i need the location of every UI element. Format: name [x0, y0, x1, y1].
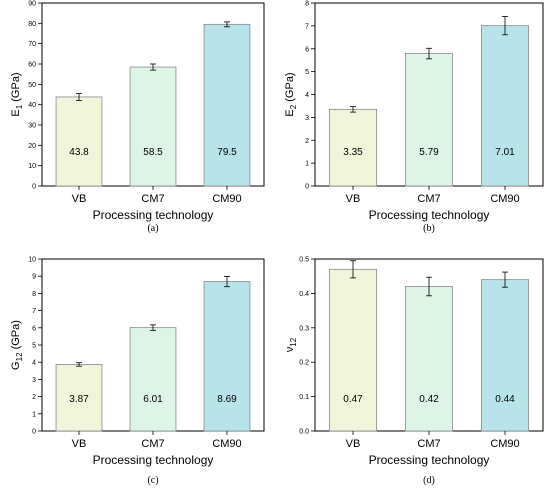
- y-tick-label: 3: [305, 115, 309, 122]
- x-tick-label: VB: [72, 193, 87, 205]
- y-tick-label: 0: [32, 429, 36, 436]
- y-axis-title-unit: (GPa): [10, 320, 22, 352]
- panel-label: (b): [423, 223, 435, 234]
- y-tick-label: 4: [305, 92, 309, 99]
- y-tick-label: 5: [32, 343, 36, 350]
- bar-value-label: 5.79: [419, 147, 439, 158]
- bar-value-label: 43.8: [69, 147, 89, 158]
- y-tick-label: 10: [28, 257, 36, 264]
- x-tick-label: CM90: [212, 438, 241, 450]
- y-tick-label: 40: [28, 102, 36, 109]
- y-axis-title-main: G: [10, 361, 22, 370]
- y-tick-label: 0.4: [299, 291, 309, 298]
- y-tick-label: 2: [305, 138, 309, 145]
- y-tick-label: 90: [28, 1, 36, 8]
- y-axis-title-unit: (GPa): [284, 72, 296, 104]
- bar-cm7: [129, 327, 177, 432]
- chart-panel-c: 0123456789103.87VB6.01CM78.69CM90Process…: [10, 257, 265, 486]
- bar-value-label: 7.01: [495, 147, 515, 158]
- x-tick-label: CM7: [141, 438, 164, 450]
- bar-cm7: [129, 66, 177, 187]
- bar-value-label: 0.44: [495, 394, 515, 405]
- y-tick-label: 0.2: [299, 360, 309, 367]
- y-tick-label: 60: [28, 62, 36, 69]
- bar-vb: [55, 364, 103, 432]
- y-tick-label: 4: [32, 360, 36, 367]
- bar-value-label: 8.69: [217, 394, 237, 405]
- bar-vb: [55, 96, 103, 187]
- x-tick-label: CM7: [417, 193, 440, 205]
- x-axis-title: Processing technology: [369, 453, 490, 467]
- chart-panel-b: 0 1 2 3 4 5 6 7 8 3.35 VB 5.79 CM7 7.01 CM90Processing…: [284, 1, 544, 234]
- y-tick-label: 50: [28, 82, 36, 89]
- y-tick-label: 9: [32, 274, 36, 281]
- bar-value-label: 3.87: [69, 394, 89, 405]
- y-tick-label: 70: [28, 41, 36, 48]
- y-axis-title-subscript: 1: [15, 104, 24, 109]
- y-tick-label: 7: [305, 23, 309, 30]
- y-tick-label: 0.5: [299, 257, 309, 264]
- x-tick-label: VB: [346, 438, 361, 450]
- y-tick-label: 1: [32, 411, 36, 418]
- x-tick-label: VB: [72, 438, 87, 450]
- y-axis-title-subscript: 12: [15, 352, 24, 361]
- bar-cm90: [203, 23, 251, 187]
- x-axis-title: Processing technology: [369, 208, 490, 222]
- y-axis-title-subscript: 12: [289, 337, 298, 346]
- y-tick-label: 8: [32, 291, 36, 298]
- y-tick-label: 0: [305, 184, 309, 191]
- y-axis-title-unit: (GPa): [10, 72, 22, 104]
- y-axis-title-main: E: [10, 109, 22, 116]
- x-tick-label: CM90: [212, 193, 241, 205]
- chart-panel-d: 0.0 0.1 0.2 0.3 0.4 0.5 0.47 VB 0.42 CM7 0.44 CM90P…: [284, 257, 544, 486]
- bar-cm7: [405, 53, 453, 187]
- chart-panel-a: 0 10 20 30 40 50 60 70 80 90 43.8 VB 58.5 CM7 79.5 CM90…: [10, 1, 265, 234]
- x-tick-label: VB: [346, 193, 361, 205]
- bar-value-label: 79.5: [217, 147, 237, 158]
- y-axis-title-main: ν: [284, 346, 296, 352]
- bar-value-label: 0.47: [343, 394, 363, 405]
- y-tick-label: 0.3: [299, 325, 309, 332]
- x-tick-label: CM90: [490, 438, 519, 450]
- bar-value-label: 6.01: [143, 394, 163, 405]
- y-tick-label: 2: [32, 394, 36, 401]
- bar-value-label: 58.5: [143, 147, 163, 158]
- y-axis-title-subscript: 2: [289, 104, 298, 109]
- x-tick-label: CM7: [417, 438, 440, 450]
- bar-cm90: [203, 281, 251, 432]
- x-tick-label: CM7: [141, 193, 164, 205]
- y-tick-label: 30: [28, 123, 36, 130]
- bar-value-label: 3.35: [343, 147, 363, 158]
- panel-label: (a): [147, 223, 158, 234]
- y-tick-label: 8: [305, 1, 309, 8]
- y-tick-label: 0: [32, 184, 36, 191]
- y-tick-label: 6: [305, 46, 309, 53]
- y-tick-label: 20: [28, 143, 36, 150]
- y-axis-title: ν12: [284, 337, 298, 352]
- x-tick-label: CM90: [490, 193, 519, 205]
- bar-vb: [329, 268, 377, 432]
- panel-label: (c): [147, 475, 158, 486]
- y-tick-label: 0.0: [299, 429, 309, 436]
- x-axis-title: Processing technology: [93, 208, 214, 222]
- x-axis-title: Processing technology: [93, 453, 214, 467]
- y-tick-label: 7: [32, 308, 36, 315]
- bar-value-label: 0.42: [419, 394, 439, 405]
- bar-cm90: [481, 279, 529, 432]
- panel-label: (d): [423, 475, 435, 486]
- y-tick-label: 1: [305, 161, 309, 168]
- y-tick-label: 5: [305, 69, 309, 76]
- y-axis-title-main: E: [284, 109, 296, 116]
- bar-cm90: [481, 25, 529, 187]
- y-axis-title: E1 (GPa): [10, 72, 24, 116]
- y-axis-title: G12 (GPa): [10, 320, 24, 370]
- bar-cm7: [405, 286, 453, 432]
- y-axis-title: E2 (GPa): [284, 72, 298, 116]
- y-tick-label: 80: [28, 21, 36, 28]
- y-tick-label: 3: [32, 377, 36, 384]
- y-tick-label: 10: [28, 163, 36, 170]
- y-tick-label: 0.1: [299, 394, 309, 401]
- y-tick-label: 6: [32, 325, 36, 332]
